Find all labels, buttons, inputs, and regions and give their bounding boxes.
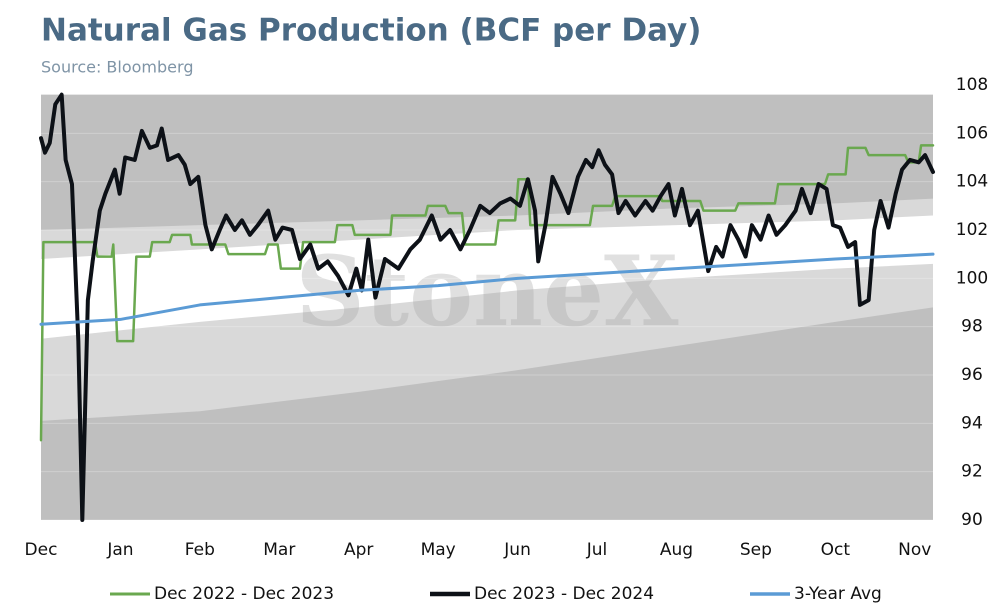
x-tick-label: Oct bbox=[821, 540, 851, 560]
x-tick-label: Jun bbox=[503, 540, 531, 560]
legend-label: Dec 2022 - Dec 2023 bbox=[154, 584, 334, 604]
y-tick-label: 108 bbox=[956, 75, 988, 95]
series-line bbox=[39, 252, 935, 326]
x-tick-label: Apr bbox=[344, 540, 373, 560]
chart-subtitle: Source: Bloomberg bbox=[41, 58, 193, 77]
y-tick-label: 104 bbox=[956, 172, 988, 192]
y-tick-label: 106 bbox=[956, 123, 988, 143]
y-tick-label: 90 bbox=[961, 510, 983, 530]
y-tick-label: 100 bbox=[956, 268, 988, 288]
x-tick-label: Feb bbox=[185, 540, 215, 560]
y-tick-label: 102 bbox=[956, 220, 988, 240]
x-tick-label: Aug bbox=[660, 540, 693, 560]
series-line bbox=[39, 92, 935, 522]
range-band bbox=[41, 215, 933, 339]
x-tick-label: Jan bbox=[106, 540, 133, 560]
y-tick-label: 98 bbox=[961, 317, 983, 337]
legend-label: Dec 2023 - Dec 2024 bbox=[474, 584, 654, 604]
x-tick-label: May bbox=[421, 540, 456, 560]
x-tick-label: Sep bbox=[740, 540, 772, 560]
x-tick-label: Jul bbox=[586, 540, 608, 560]
legend-label: 3-Year Avg bbox=[794, 584, 882, 604]
y-tick-label: 92 bbox=[961, 462, 983, 482]
y-tick-label: 96 bbox=[961, 365, 983, 385]
y-tick-label: 94 bbox=[961, 413, 983, 433]
x-tick-label: Nov bbox=[898, 540, 931, 560]
series-line bbox=[39, 144, 935, 442]
x-tick-label: Dec bbox=[25, 540, 58, 560]
chart-title: Natural Gas Production (BCF per Day) bbox=[41, 13, 701, 49]
x-tick-label: Mar bbox=[263, 540, 295, 560]
